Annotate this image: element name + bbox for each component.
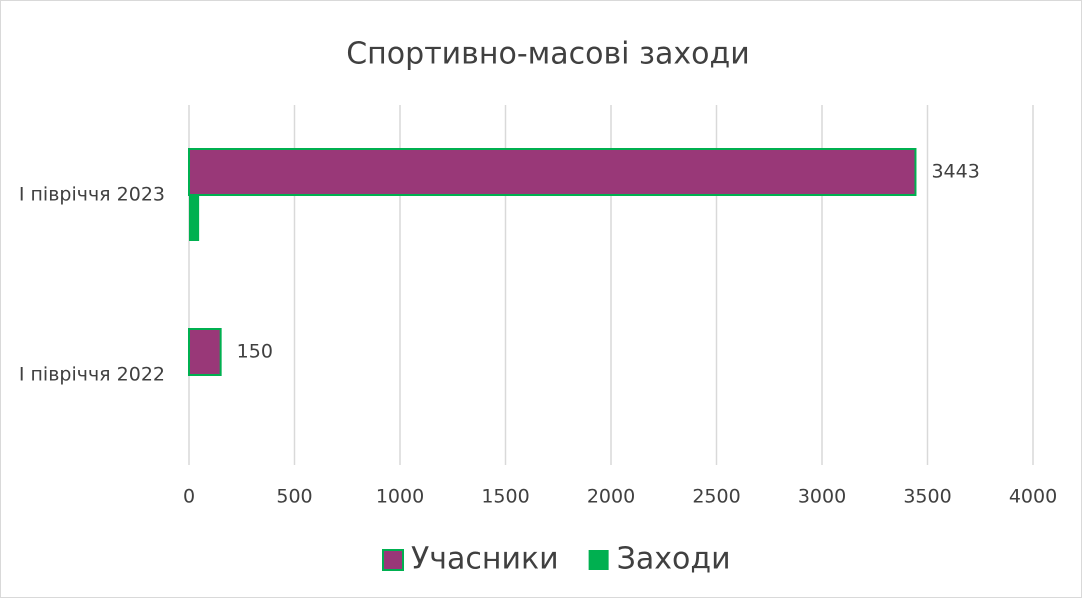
x-tick-label: 1500 [481, 486, 529, 508]
data-label: 3443 [931, 161, 979, 183]
x-tick-label: 2500 [692, 486, 740, 508]
y-tick-label: I півріччя 2022 [19, 364, 165, 386]
x-tick-label: 0 [183, 486, 195, 508]
data-label: 150 [237, 341, 273, 363]
bar [188, 148, 917, 196]
chart-title: Спортивно-масові заходи [346, 37, 750, 72]
x-tick-label: 500 [276, 486, 312, 508]
x-tick-label: 3500 [903, 486, 951, 508]
x-tick-label: 2000 [587, 486, 635, 508]
x-tick-label: 3000 [798, 486, 846, 508]
x-tick-label: 1000 [376, 486, 424, 508]
x-tick-label: 4000 [1009, 486, 1057, 508]
legend-swatch [382, 549, 404, 571]
bar [188, 328, 222, 376]
bar [189, 195, 200, 241]
y-tick-label: I півріччя 2023 [19, 184, 165, 206]
legend-swatch [588, 550, 609, 570]
legend-label: Заходи [617, 542, 731, 577]
legend-label: Учасники [411, 542, 559, 577]
